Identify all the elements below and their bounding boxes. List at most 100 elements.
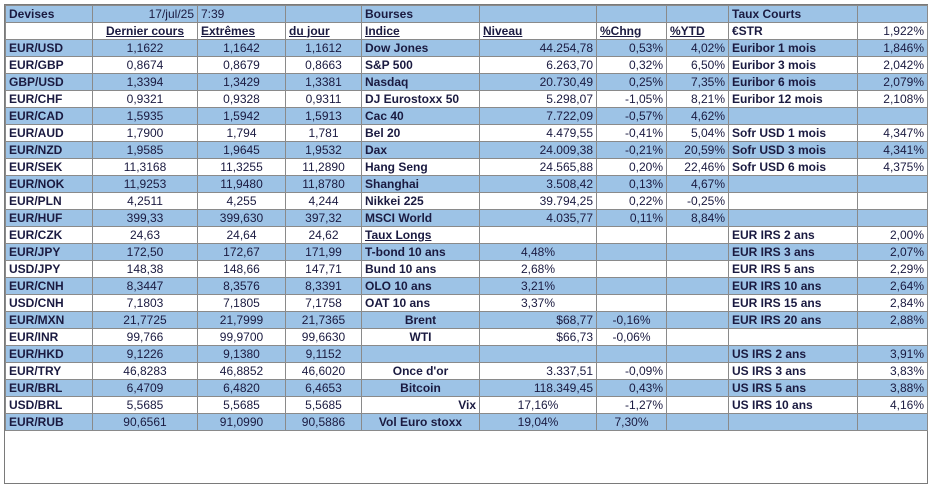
high-cell: 148,66	[197, 260, 286, 278]
estr-label: €STR	[728, 22, 858, 40]
low-cell: 1,1612	[285, 39, 362, 57]
low-cell: 6,4653	[285, 379, 362, 397]
last-price-cell: 8,3447	[92, 277, 198, 295]
bourses-header: Bourses	[361, 5, 480, 23]
low-cell: 0,8663	[285, 56, 362, 74]
subheader-row: Dernier cours Extrêmes du jour Indice Ni…	[5, 22, 928, 40]
rate-name-cell: Euribor 1 mois	[728, 39, 858, 57]
level-cell: 6.263,70	[479, 56, 597, 74]
pair-cell: EUR/TRY	[5, 362, 93, 380]
index-name-cell: Brent	[361, 311, 480, 329]
high-cell: 0,9328	[197, 90, 286, 108]
change-cell	[596, 226, 667, 244]
index-name-cell: OAT 10 ans	[361, 294, 480, 312]
rate-name-cell: US IRS 10 ans	[728, 396, 858, 414]
time-label: 7:39	[197, 5, 286, 23]
index-name-cell: Bitcoin	[361, 379, 480, 397]
table-row: USD/CNH 7,1803 7,1805 7,1758 OAT 10 ans 3,37%…	[5, 294, 928, 312]
last-price-cell: 24,63	[92, 226, 198, 244]
table-row: EUR/TRY 46,8283 46,8852 46,6020 Once d'or 3.3…	[5, 362, 928, 380]
index-name-cell: Nikkei 225	[361, 192, 480, 210]
change-cell: 7,30%	[596, 413, 667, 431]
low-cell: 46,6020	[285, 362, 362, 380]
index-name-cell: Nasdaq	[361, 73, 480, 91]
index-name-cell: Vol Euro stoxx	[361, 413, 480, 431]
index-name-cell: Shanghai	[361, 175, 480, 193]
rate-name-cell: EUR IRS 20 ans	[728, 311, 858, 329]
table-row: EUR/MXN 21,7725 21,7999 21,7365 Brent $68,77-…	[5, 311, 928, 329]
last-price-cell: 0,9321	[92, 90, 198, 108]
high-cell: 11,3255	[197, 158, 286, 176]
pair-cell: EUR/MXN	[5, 311, 93, 329]
low-cell: 1,5913	[285, 107, 362, 125]
dernier-cours-header: Dernier cours	[92, 22, 198, 40]
high-cell: 91,0990	[197, 413, 286, 431]
level-cell	[479, 226, 597, 244]
rate-value-cell: 2,00%	[857, 226, 928, 244]
pair-cell: GBP/USD	[5, 73, 93, 91]
change-cell	[596, 345, 667, 363]
last-price-cell: 172,50	[92, 243, 198, 261]
change-cell	[596, 277, 667, 295]
table-row: EUR/SEK 11,3168 11,3255 11,2890 Hang Seng 24.…	[5, 158, 928, 176]
ytd-cell: 7,35%	[666, 73, 729, 91]
level-cell: $68,77	[479, 311, 597, 329]
index-name-cell: Dow Jones	[361, 39, 480, 57]
level-cell: 3.337,51	[479, 362, 597, 380]
pair-cell: EUR/GBP	[5, 56, 93, 74]
low-cell: 21,7365	[285, 311, 362, 329]
level-cell: 17,16%	[479, 396, 597, 414]
niveau-header: Niveau	[479, 22, 597, 40]
index-name-cell: Bel 20	[361, 124, 480, 142]
low-cell: 24,62	[285, 226, 362, 244]
rate-value-cell: 2,88%	[857, 311, 928, 329]
last-price-cell: 9,1226	[92, 345, 198, 363]
header-row: Devises 17/jul/25 7:39 Bourses Taux Cour…	[5, 5, 928, 23]
rate-name-cell: Euribor 6 mois	[728, 73, 858, 91]
level-cell: 4,48%	[479, 243, 597, 261]
rate-value-cell	[857, 328, 928, 346]
pair-cell: EUR/CNH	[5, 277, 93, 295]
level-cell: 3,37%	[479, 294, 597, 312]
indice-header: Indice	[361, 22, 480, 40]
change-cell: 0,22%	[596, 192, 667, 210]
rate-name-cell: Sofr USD 1 mois	[728, 124, 858, 142]
rate-value-cell: 2,64%	[857, 277, 928, 295]
ytd-cell: 8,21%	[666, 90, 729, 108]
pair-cell: EUR/AUD	[5, 124, 93, 142]
ytd-cell: 6,50%	[666, 56, 729, 74]
rate-value-cell: 2,29%	[857, 260, 928, 278]
high-cell: 399,630	[197, 209, 286, 227]
last-price-cell: 4,2511	[92, 192, 198, 210]
extremes-header: Extrêmes	[197, 22, 286, 40]
devises-header: Devises	[5, 5, 93, 23]
level-cell: 2,68%	[479, 260, 597, 278]
table-row: EUR/NOK 11,9253 11,9480 11,8780 Shanghai 3.50…	[5, 175, 928, 193]
ytd-cell: 4,62%	[666, 107, 729, 125]
index-name-cell	[361, 345, 480, 363]
rate-value-cell: 2,042%	[857, 56, 928, 74]
rate-value-cell: 2,079%	[857, 73, 928, 91]
table-row: EUR/AUD 1,7900 1,794 1,781 Bel 20 4.479,55 -0,…	[5, 124, 928, 142]
rate-value-cell	[857, 192, 928, 210]
change-cell: 0,20%	[596, 158, 667, 176]
last-price-cell: 6,4709	[92, 379, 198, 397]
rate-value-cell	[857, 209, 928, 227]
table-row: EUR/USD 1,1622 1,1642 1,1612 Dow Jones 44.254…	[5, 39, 928, 57]
change-cell: -1,05%	[596, 90, 667, 108]
last-price-cell: 46,8283	[92, 362, 198, 380]
rate-name-cell: EUR IRS 3 ans	[728, 243, 858, 261]
high-cell: 9,1380	[197, 345, 286, 363]
low-cell: 11,2890	[285, 158, 362, 176]
pair-cell: EUR/CAD	[5, 107, 93, 125]
last-price-cell: 399,33	[92, 209, 198, 227]
rate-name-cell: EUR IRS 15 ans	[728, 294, 858, 312]
pair-cell: USD/BRL	[5, 396, 93, 414]
change-cell: 0,25%	[596, 73, 667, 91]
last-price-cell: 21,7725	[92, 311, 198, 329]
rate-name-cell: EUR IRS 10 ans	[728, 277, 858, 295]
index-name-cell: WTI	[361, 328, 480, 346]
index-name-cell: Hang Seng	[361, 158, 480, 176]
ytd-cell	[666, 260, 729, 278]
change-cell	[596, 294, 667, 312]
